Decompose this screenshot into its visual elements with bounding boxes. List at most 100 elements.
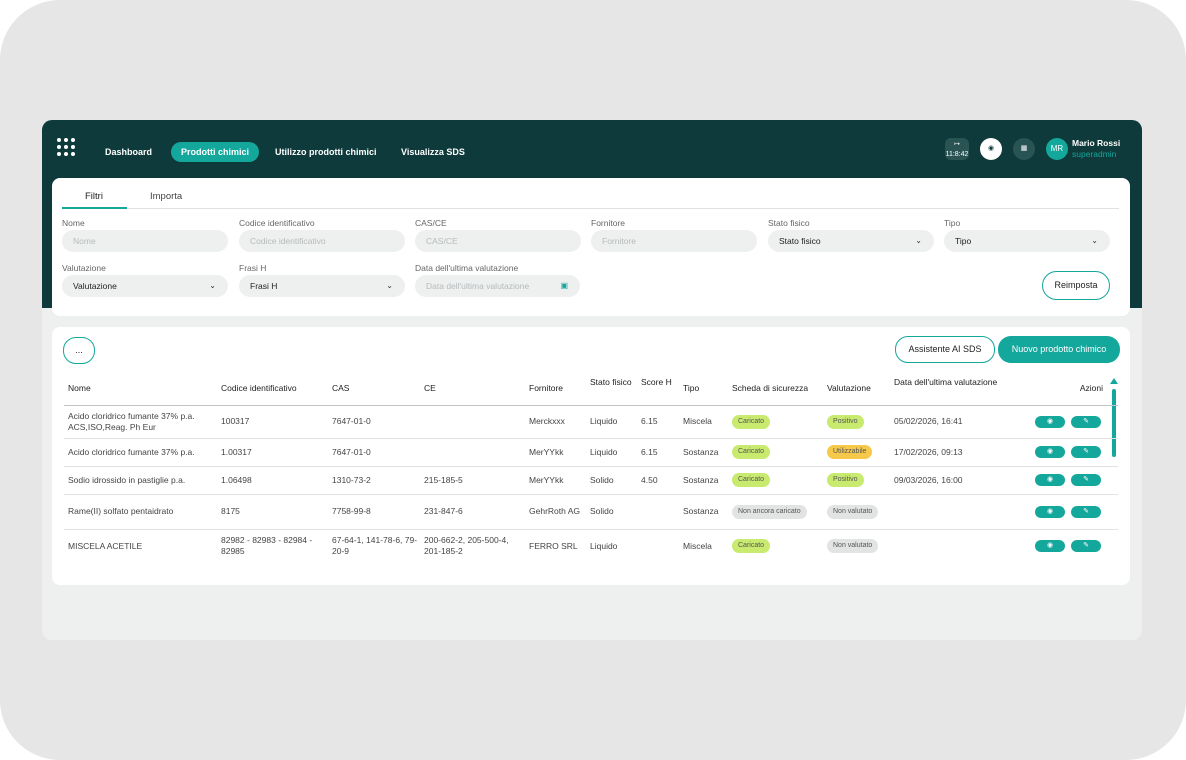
nav-item[interactable]: Prodotti chimici <box>171 142 260 162</box>
apps-icon[interactable] <box>56 137 76 157</box>
filter-input[interactable]: Nome <box>62 230 228 252</box>
chevron: ⌄ <box>915 236 922 245</box>
grid-button[interactable]: ▦ <box>1013 138 1035 160</box>
filter-input[interactable]: Fornitore <box>591 230 757 252</box>
column-header: Stato fisico <box>590 377 632 387</box>
column-header: Codice identificativo <box>221 383 297 393</box>
table-cell: 4.50 <box>641 474 658 485</box>
filter-input[interactable]: CAS/CE <box>415 230 581 252</box>
filter-select[interactable]: Frasi H ⌄ <box>239 275 405 297</box>
user-name: Mario Rossi <box>1072 138 1121 148</box>
tab[interactable]: Filtri <box>85 191 103 202</box>
table-cell: GehrRoth AG <box>529 506 581 516</box>
table-cell: 82982 - 82983 - 82984 - 82985 <box>221 535 313 556</box>
tab[interactable]: Importa <box>150 191 183 202</box>
view-button[interactable]: ◉ <box>1035 540 1065 552</box>
scroll-up[interactable] <box>1110 378 1118 384</box>
table-cell: Merckxxx <box>529 416 565 426</box>
calendar-icon: ▣ <box>560 281 568 290</box>
tab-indicator <box>62 207 127 209</box>
reset-button[interactable]: Reimposta <box>1042 271 1110 300</box>
table-cell: 7758-99-8 <box>332 506 371 516</box>
filter-input[interactable]: Data dell'ultima valutazione ▣ <box>415 275 580 297</box>
table-cell: Sostanza <box>683 506 719 516</box>
chevron: ⌄ <box>386 281 393 290</box>
edit-button[interactable]: ✎ <box>1071 474 1101 486</box>
new-button[interactable]: Nuovo prodotto chimico <box>998 336 1120 363</box>
nav-item[interactable]: Utilizzo prodotti chimici <box>275 147 377 157</box>
table-cell: 200-662-2, 205-500-4, 201-185-2 <box>424 535 509 556</box>
filter-label: Stato fisico <box>768 218 810 228</box>
table-cell: Sostanza <box>683 474 719 485</box>
table-cell: 05/02/2026, 16:41 <box>894 416 963 426</box>
table-cell: 215-185-5 <box>424 474 463 485</box>
assistant-button[interactable]: Assistente AI SDS <box>895 336 995 363</box>
scrollbar[interactable] <box>1112 389 1116 457</box>
table-cell: Rame(II) solfato pentaidrato <box>68 506 174 516</box>
row-separator <box>64 529 1118 530</box>
view-button[interactable]: ◉ <box>1035 446 1065 458</box>
filter-input[interactable]: Codice identificativo <box>239 230 405 252</box>
status-badge: Caricato <box>732 445 771 459</box>
table-cell: MISCELA ACETILE <box>68 540 143 551</box>
column-header: Scheda di sicurezza <box>732 383 809 393</box>
header-separator <box>64 405 1118 406</box>
table-cell: Sodio idrossido in pastiglie p.a. <box>68 474 186 485</box>
filter-label: Data dell'ultima valutazione <box>415 263 519 273</box>
filter-label: Codice identificativo <box>239 218 315 228</box>
column-header: Fornitore <box>529 383 564 393</box>
table-card: ... Assistente AI SDS Nuovo prodotto chi… <box>52 327 1130 585</box>
table-cell: Liquido <box>590 446 618 457</box>
nav-item[interactable]: Visualizza SDS <box>401 147 465 157</box>
table-cell: Miscela <box>683 416 712 426</box>
nav-item[interactable]: Dashboard <box>105 147 153 157</box>
table-cell: 09/03/2026, 16:00 <box>894 474 963 485</box>
table-cell: 100317 <box>221 416 250 426</box>
view-button[interactable]: ◉ <box>1035 415 1065 428</box>
table-cell: MerYYkk <box>529 474 564 485</box>
filter-select[interactable]: Stato fisico ⌄ <box>768 230 934 252</box>
status-badge: Non valutato <box>827 539 879 553</box>
table-cell: 1310-73-2 <box>332 474 371 485</box>
table-cell: Liquido <box>590 540 618 551</box>
table-cell: Solido <box>590 506 614 516</box>
filter-label: Frasi H <box>239 263 267 273</box>
status-badge: Utilizzabile <box>827 445 873 459</box>
edit-button[interactable]: ✎ <box>1071 505 1101 518</box>
edit-button[interactable]: ✎ <box>1071 446 1101 458</box>
support-button[interactable]: ◉ <box>980 138 1002 160</box>
table-cell: Miscela <box>683 540 712 551</box>
edit-button[interactable]: ✎ <box>1071 415 1101 428</box>
logout-button[interactable]: ↦ 11:8:42 <box>945 138 969 160</box>
view-button[interactable]: ◉ <box>1035 505 1065 518</box>
avatar[interactable]: MR <box>1046 138 1068 160</box>
table-cell: 6.15 <box>641 416 658 426</box>
row-separator <box>64 466 1118 467</box>
more-button[interactable]: ... <box>63 337 95 364</box>
filter-select[interactable]: Tipo ⌄ <box>944 230 1110 252</box>
filter-label: Fornitore <box>591 218 626 228</box>
table-cell: 8175 <box>221 506 240 516</box>
table-cell: Solido <box>590 474 614 485</box>
status-badge: Non valutato <box>827 504 879 519</box>
row-separator <box>64 438 1118 439</box>
filter-select[interactable]: Valutazione ⌄ <box>62 275 228 297</box>
column-header: Nome <box>68 383 91 393</box>
table-cell: Acido cloridrico fumante 37% p.a. <box>68 446 195 457</box>
tab-border <box>127 208 1119 209</box>
column-header: Azioni <box>1079 383 1103 393</box>
table-cell: 17/02/2026, 09:13 <box>894 446 963 457</box>
column-header: Valutazione <box>827 383 871 393</box>
edit-button[interactable]: ✎ <box>1071 540 1101 552</box>
status-badge: Caricato <box>732 414 771 429</box>
table-cell: Sostanza <box>683 446 719 457</box>
filter-label: Valutazione <box>62 263 106 273</box>
clock: 11:8:42 <box>945 151 969 158</box>
column-header: CAS <box>332 383 350 393</box>
status-badge: Non ancora caricato <box>732 504 807 519</box>
table-cell: Acido cloridrico fumante 37% p.a. ACS,IS… <box>68 410 195 432</box>
filter-label: Tipo <box>944 218 961 228</box>
view-button[interactable]: ◉ <box>1035 474 1065 486</box>
table-cell: Liquido <box>590 416 618 426</box>
